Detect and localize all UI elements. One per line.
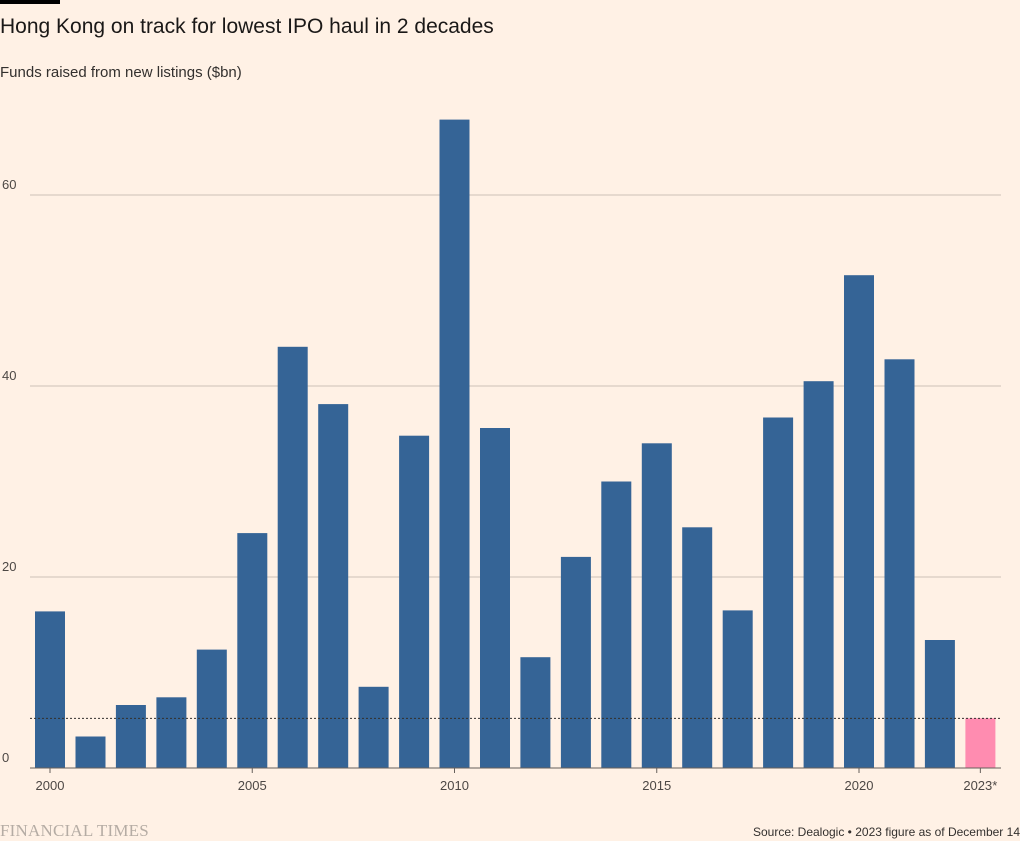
bar [560, 556, 591, 768]
bar [35, 611, 65, 768]
brand-accent-bar [0, 0, 60, 4]
y-tick-label: 40 [2, 368, 16, 383]
chart-title: Hong Kong on track for lowest IPO haul i… [0, 15, 494, 38]
bar [601, 481, 632, 768]
bar [884, 359, 915, 768]
bar [682, 527, 713, 768]
bar [358, 686, 389, 768]
bar [237, 533, 268, 768]
bar [641, 443, 672, 768]
bar [399, 435, 430, 768]
bar [803, 381, 834, 768]
bar [156, 697, 187, 768]
bar [277, 346, 308, 768]
chart-subtitle: Funds raised from new listings ($bn) [0, 64, 242, 81]
bar [480, 428, 510, 768]
x-tick-label: 2015 [642, 778, 671, 793]
bar [763, 417, 794, 768]
bar [115, 705, 146, 768]
bar [439, 119, 470, 769]
y-tick-label: 60 [2, 177, 16, 192]
bar [924, 640, 955, 768]
bar [520, 657, 551, 768]
x-tick-label: 2023* [963, 778, 997, 793]
bar [318, 404, 349, 768]
x-tick-label: 2005 [238, 778, 267, 793]
y-tick-label: 0 [2, 750, 9, 765]
bar [722, 610, 753, 768]
ft-logo: FINANCIAL TIMES [0, 821, 149, 840]
x-tick-label: 2010 [440, 778, 469, 793]
y-tick-label: 20 [2, 559, 16, 574]
bar [844, 275, 874, 768]
bar [965, 718, 996, 768]
x-tick-label: 2000 [36, 778, 65, 793]
bar [196, 649, 227, 768]
x-tick-label: 2020 [845, 778, 874, 793]
source-note: Source: Dealogic • 2023 figure as of Dec… [752, 825, 1020, 839]
bar [75, 736, 106, 768]
